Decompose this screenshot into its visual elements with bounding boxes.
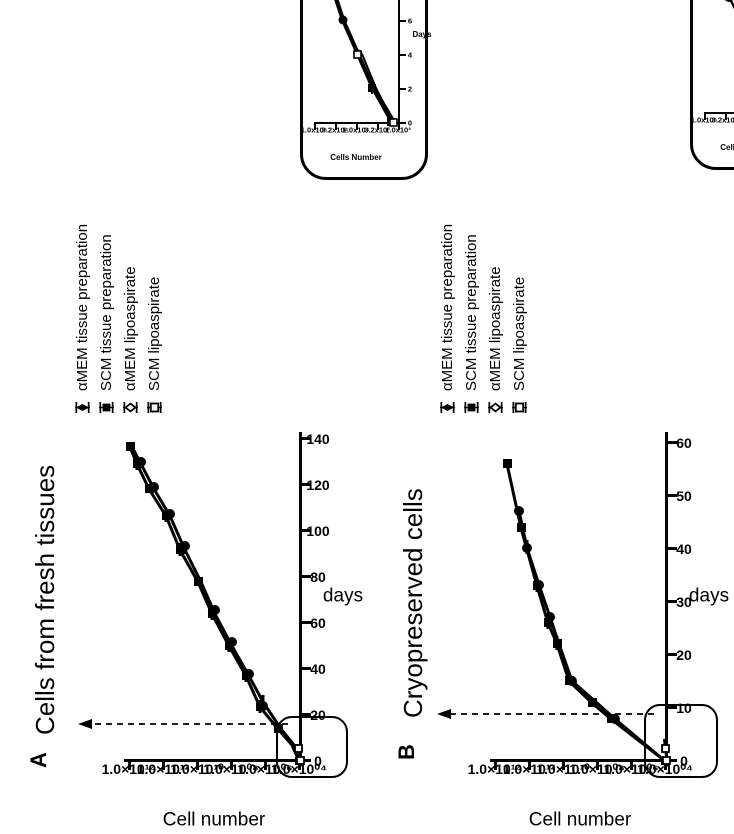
- panel-a-title: Cells from fresh tissues: [30, 464, 60, 735]
- panel-b-inset: 1.0x10⁵ 3.2x10⁴ 1.0x10⁴ 3.2x10³ 1.0x10³ …: [690, 0, 734, 170]
- legend-item: αMEM lipoaspirate: [487, 224, 504, 415]
- open-square-icon: [512, 400, 527, 415]
- legend-item-label: SCM lipoaspirate: [511, 276, 528, 391]
- legend-item: αMEM tissue preparation: [439, 223, 456, 415]
- legend-item: αMEM lipoaspirate: [122, 224, 139, 415]
- panel-b-main-chart: 1.0×10¹⁴ 1.0×10¹² 1.0×10¹⁰ 1.0×10⁰⁸ 1.0×…: [437, 424, 729, 831]
- inset-b-plot-area: [715, 0, 734, 113]
- panel-b-legend: αMEM tissue preparation SCM tissue prepa…: [439, 223, 528, 415]
- legend-item: SCM lipoaspirate: [146, 224, 163, 415]
- panel-a-letter: A: [26, 752, 51, 768]
- legend-item-label: αMEM lipoaspirate: [487, 266, 504, 391]
- legend-item-label: αMEM tissue preparation: [439, 223, 456, 391]
- filled-diamond-icon: [75, 400, 90, 415]
- open-diamond-icon: [123, 400, 138, 415]
- legend-item: SCM tissue preparation: [98, 224, 115, 415]
- legend-item: SCM tissue preparation: [463, 224, 480, 415]
- legend-item-label: αMEM tissue preparation: [74, 223, 91, 391]
- panel-a-main-chart: 1.0×10¹⁴ 1.0×10¹² 1.0×10¹⁰ 1.0×10⁰⁸ 1.0×…: [78, 424, 363, 831]
- panel-a-plot-area: [78, 442, 305, 765]
- panel-a-inset: 1.0x10⁵ 3.2x10⁴ 1.0x10⁴ 3.2x10³ 1.0x10³ …: [300, 0, 432, 180]
- legend-item: SCM lipoaspirate: [511, 224, 528, 415]
- open-square-icon: [147, 400, 162, 415]
- panel-b-letter: B: [394, 744, 419, 760]
- filled-diamond-icon: [440, 400, 455, 415]
- panel-b-plot-area: [437, 459, 671, 765]
- open-diamond-icon: [488, 400, 503, 415]
- panel-b-title: Cryopreserved cells: [398, 488, 428, 718]
- panel-a-legend: αMEM tissue preparation SCM tissue prepa…: [74, 223, 163, 415]
- filled-square-icon: [464, 400, 479, 415]
- panel-a-callout-box: [276, 716, 348, 778]
- legend-item-label: SCM tissue preparation: [98, 234, 115, 391]
- legend-item-label: αMEM lipoaspirate: [122, 266, 139, 391]
- legend-item-label: SCM lipoaspirate: [146, 276, 163, 391]
- panel-b-callout-box: [644, 704, 718, 778]
- legend-item-label: SCM tissue preparation: [463, 234, 480, 391]
- filled-square-icon: [99, 400, 114, 415]
- legend-item: αMEM tissue preparation: [74, 223, 91, 415]
- inset-a-plot-area: [329, 0, 398, 127]
